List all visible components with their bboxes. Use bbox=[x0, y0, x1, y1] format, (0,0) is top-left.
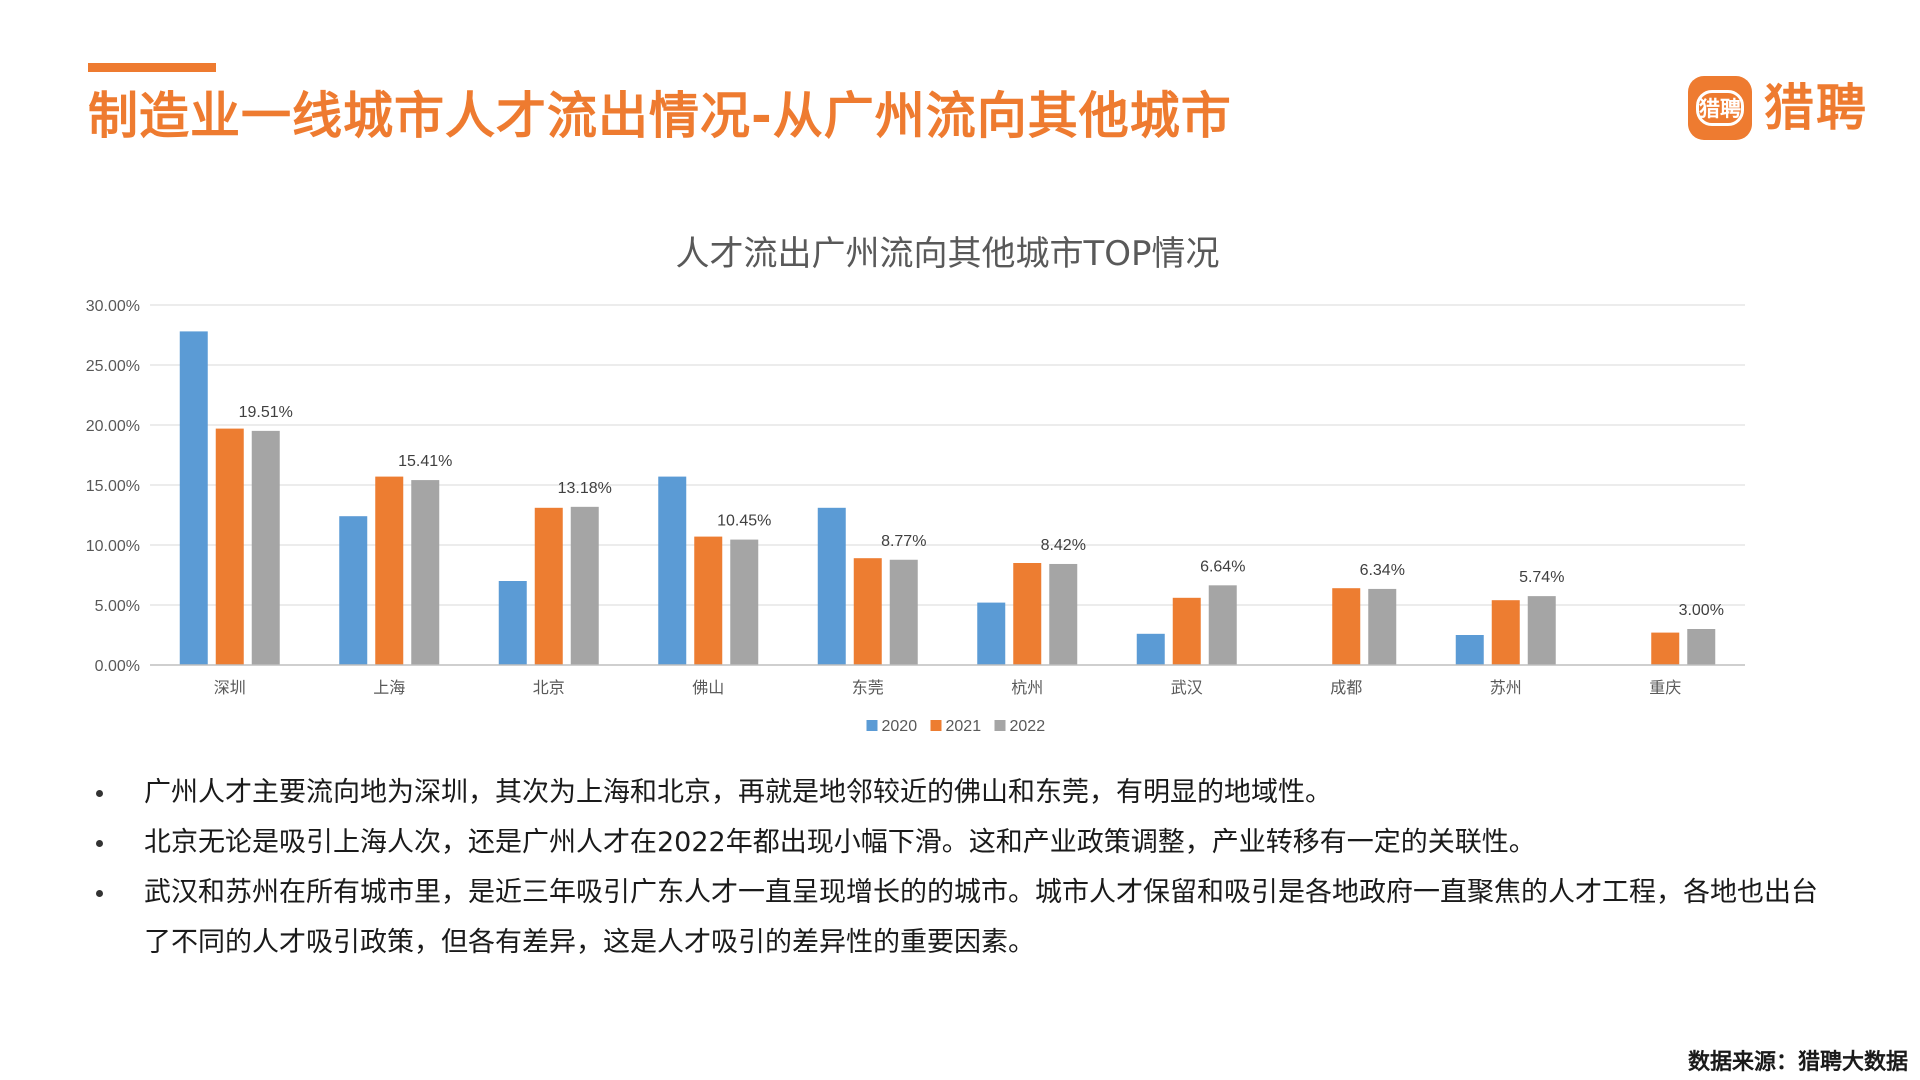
y-tick-label: 25.00% bbox=[86, 358, 140, 375]
x-tick-label: 重庆 bbox=[1649, 678, 1681, 697]
bar-2022 bbox=[1687, 629, 1716, 665]
legend-label: 2021 bbox=[946, 718, 982, 735]
data-label: 8.42% bbox=[1041, 537, 1086, 554]
data-label: 19.51% bbox=[239, 404, 293, 421]
data-label: 13.18% bbox=[558, 480, 612, 497]
bullet-dot-icon bbox=[96, 890, 103, 897]
bar-2022 bbox=[889, 559, 918, 665]
bar-2021 bbox=[534, 507, 563, 665]
logo-text: 猎聘 bbox=[1764, 79, 1868, 137]
bar-2021 bbox=[853, 558, 882, 665]
bullet-text: 武汉和苏州在所有城市里，是近三年吸引广东人才一直呈现增长的的城市。城市人才保留和… bbox=[144, 877, 1818, 958]
bar-2021 bbox=[1172, 597, 1201, 665]
bar-chart: 人才流出广州流向其他城市TOP情况 0.00% 5.00% 10.00% 15.00% 2… bbox=[86, 234, 1745, 735]
bar-2020 bbox=[977, 602, 1006, 665]
bar-2021 bbox=[694, 536, 723, 665]
bullet-dot-icon bbox=[96, 840, 103, 847]
bar-2022 bbox=[1527, 596, 1556, 665]
chart-title: 人才流出广州流向其他城市TOP情况 bbox=[675, 234, 1219, 274]
data-label: 8.77% bbox=[881, 533, 926, 550]
y-tick-label: 10.00% bbox=[86, 538, 140, 555]
bar-2021 bbox=[375, 476, 404, 665]
bar-2021 bbox=[1491, 600, 1520, 665]
data-label: 6.64% bbox=[1200, 558, 1245, 575]
y-tick-label: 30.00% bbox=[86, 298, 140, 315]
y-tick-label: 0.00% bbox=[95, 658, 140, 675]
x-tick-label: 武汉 bbox=[1171, 678, 1203, 697]
bar-2020 bbox=[1455, 635, 1484, 665]
x-tick-label: 佛山 bbox=[692, 678, 724, 697]
bar-2022 bbox=[251, 430, 280, 665]
bullet-item: 北京无论是吸引上海人次，还是广州人才在2022年都出现小幅下滑。这和产业政策调整… bbox=[96, 818, 1836, 868]
bullet-text: 北京无论是吸引上海人次，还是广州人才在2022年都出现小幅下滑。这和产业政策调整… bbox=[144, 827, 1536, 858]
bar-2022 bbox=[570, 506, 599, 665]
x-tick-label: 杭州 bbox=[1011, 678, 1043, 697]
logo-badge-text: 猎聘 bbox=[1699, 97, 1741, 121]
bar-2020 bbox=[339, 516, 368, 665]
x-tick-label: 上海 bbox=[373, 678, 405, 697]
y-tick-label: 5.00% bbox=[95, 598, 140, 615]
bar-2022 bbox=[1049, 563, 1078, 665]
bullet-text: 广州人才主要流向地为深圳，其次为上海和北京，再就是地邻较近的佛山和东莞，有明显的… bbox=[144, 777, 1332, 808]
bar-2020 bbox=[658, 476, 687, 665]
bar-2020 bbox=[817, 507, 846, 665]
bar-2021 bbox=[1651, 632, 1680, 665]
bullet-item: 武汉和苏州在所有城市里，是近三年吸引广东人才一直呈现增长的的城市。城市人才保留和… bbox=[96, 868, 1836, 968]
speech-bubble-icon: 猎聘 bbox=[1696, 90, 1744, 126]
bar-2020 bbox=[179, 331, 208, 665]
x-tick-label: 北京 bbox=[533, 678, 565, 697]
bar-2022 bbox=[411, 480, 440, 665]
liepin-logo: 猎聘 猎聘 bbox=[1688, 76, 1868, 140]
legend-label: 2020 bbox=[882, 718, 918, 735]
logo-badge: 猎聘 bbox=[1688, 76, 1752, 140]
bar-2021 bbox=[1332, 588, 1361, 665]
bar-2020 bbox=[1136, 633, 1165, 665]
x-tick-label: 成都 bbox=[1330, 678, 1362, 697]
legend-label: 2022 bbox=[1010, 718, 1046, 735]
y-tick-label: 20.00% bbox=[86, 418, 140, 435]
bullet-list: 广州人才主要流向地为深圳，其次为上海和北京，再就是地邻较近的佛山和东莞，有明显的… bbox=[96, 768, 1836, 968]
bullet-dot-icon bbox=[96, 790, 103, 797]
x-tick-label: 东莞 bbox=[852, 678, 884, 697]
x-tick-label: 深圳 bbox=[214, 678, 246, 697]
x-tick-label: 苏州 bbox=[1490, 678, 1522, 697]
data-label: 10.45% bbox=[717, 513, 771, 530]
bar-2022 bbox=[1368, 588, 1397, 665]
legend-swatch bbox=[866, 720, 878, 731]
data-label: 5.74% bbox=[1519, 569, 1564, 586]
title-accent-bar bbox=[88, 63, 216, 72]
chart-container: 人才流出广州流向其他城市TOP情况 0.00% 5.00% 10.00% 15.00% 2… bbox=[0, 220, 1920, 750]
bar-2022 bbox=[730, 539, 759, 665]
bar-2021 bbox=[1013, 563, 1042, 665]
data-label: 3.00% bbox=[1679, 602, 1724, 619]
y-tick-label: 15.00% bbox=[86, 478, 140, 495]
bar-2021 bbox=[215, 428, 244, 665]
legend-swatch bbox=[930, 720, 942, 731]
bar-2022 bbox=[1208, 585, 1237, 665]
bullet-item: 广州人才主要流向地为深圳，其次为上海和北京，再就是地邻较近的佛山和东莞，有明显的… bbox=[96, 768, 1836, 818]
bar-2020 bbox=[498, 581, 527, 665]
legend-swatch bbox=[994, 720, 1006, 731]
data-label: 6.34% bbox=[1360, 562, 1405, 579]
data-label: 15.41% bbox=[398, 453, 452, 470]
data-source: 数据来源：猎聘大数据 bbox=[1687, 1050, 1908, 1075]
page-title: 制造业一线城市人才流出情况-从广州流向其他城市 bbox=[88, 87, 1232, 145]
